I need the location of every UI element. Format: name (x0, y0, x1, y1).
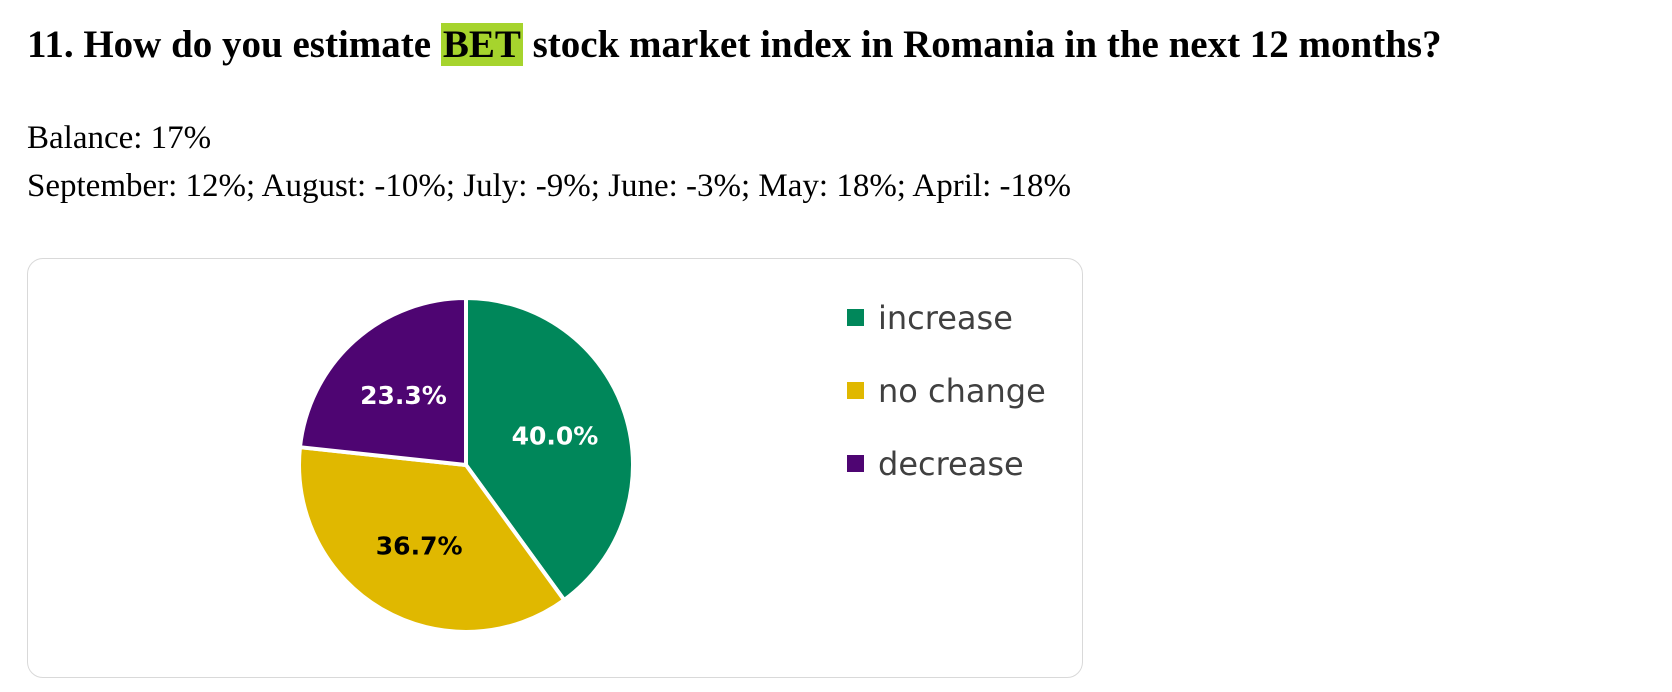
monthly-history-text: September: 12%; August: -10%; July: -9%;… (27, 168, 1071, 204)
legend-item-no-change: no change (847, 354, 1046, 427)
legend-item-decrease: decrease (847, 427, 1046, 500)
legend-swatch (847, 309, 864, 326)
pie-slice-increase (464, 296, 635, 603)
legend-item-increase: increase (847, 281, 1046, 354)
bet-highlight: BET (440, 23, 523, 66)
chart-container: 40.0% 36.7% 23.3% increase no change decreas… (27, 258, 1083, 678)
pie-slice-decrease (297, 296, 468, 467)
balance-text: Balance: 17% (27, 120, 212, 156)
legend-label: increase (878, 298, 1013, 337)
question-prefix: 11. How do you estimate (27, 23, 441, 66)
pie-slice-no-change (297, 445, 567, 634)
data-label-no-change: 36.7% (376, 531, 463, 560)
legend-label: no change (878, 371, 1046, 410)
data-label-decrease: 23.3% (360, 381, 447, 410)
data-label-increase: 40.0% (512, 422, 599, 451)
question-suffix: stock market index in Romania in the nex… (522, 23, 1442, 66)
question-heading: 11. How do you estimate BET stock market… (27, 14, 1442, 76)
chart-legend: increase no change decrease (847, 281, 1046, 500)
legend-label: decrease (878, 444, 1024, 483)
pie-chart: 40.0% 36.7% 23.3% (297, 296, 635, 634)
legend-swatch (847, 382, 864, 399)
legend-swatch (847, 455, 864, 472)
